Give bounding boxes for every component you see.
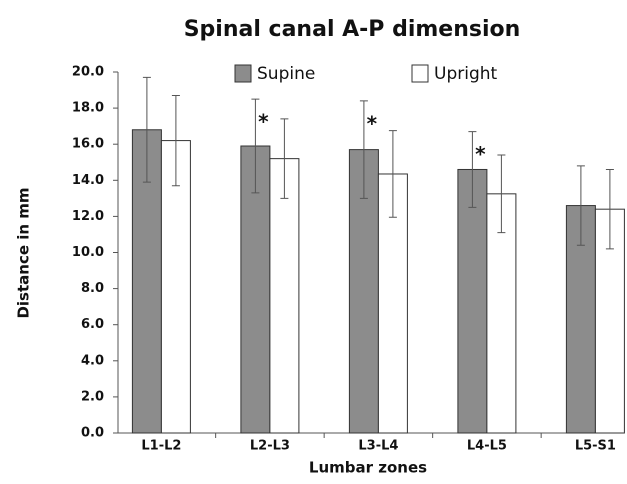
legend-swatch bbox=[234, 64, 252, 83]
significance-marker: * bbox=[258, 110, 269, 134]
legend-label: Upright bbox=[434, 64, 498, 84]
error-bar bbox=[605, 168, 614, 250]
y-tick-label: 14.0 bbox=[72, 173, 104, 188]
x-tick-label: L1-L2 bbox=[141, 439, 181, 454]
chart-title: Spinal canal A-P dimension bbox=[184, 17, 521, 42]
y-tick-label: 6.0 bbox=[81, 317, 104, 332]
error-bar bbox=[171, 94, 180, 187]
x-tick-label: L5-S1 bbox=[575, 439, 616, 454]
y-tick-label: 0.0 bbox=[81, 426, 104, 441]
bar bbox=[457, 168, 488, 434]
x-axis-label: Lumbar zones bbox=[309, 459, 427, 477]
x-tick-label: L3-L4 bbox=[358, 439, 398, 454]
y-tick-label: 2.0 bbox=[81, 389, 104, 404]
y-tick-label: 12.0 bbox=[72, 209, 104, 224]
x-tick-label: L4-L5 bbox=[467, 439, 507, 454]
error-bar bbox=[142, 76, 151, 183]
x-tick-label: L2-L3 bbox=[250, 439, 290, 454]
bar bbox=[486, 193, 517, 434]
error-bar bbox=[280, 118, 289, 199]
legend-label: Supine bbox=[257, 64, 315, 84]
y-tick-label: 8.0 bbox=[81, 281, 104, 296]
legend-swatch bbox=[411, 64, 429, 83]
significance-marker: * bbox=[367, 111, 378, 135]
bar bbox=[160, 140, 191, 434]
error-bar bbox=[251, 98, 260, 194]
y-tick-label: 10.0 bbox=[72, 245, 104, 260]
error-bar bbox=[497, 154, 506, 234]
error-bar bbox=[468, 131, 477, 208]
y-tick-label: 4.0 bbox=[81, 353, 104, 368]
y-tick-label: 20.0 bbox=[72, 65, 104, 80]
y-axis-label: Distance in mm bbox=[15, 187, 33, 318]
error-bar bbox=[359, 100, 368, 199]
y-tick-label: 16.0 bbox=[72, 137, 104, 152]
y-tick-label: 18.0 bbox=[72, 101, 104, 116]
bar bbox=[269, 158, 300, 434]
error-bar bbox=[388, 130, 397, 218]
error-bar bbox=[576, 165, 585, 246]
significance-marker: * bbox=[475, 142, 486, 166]
